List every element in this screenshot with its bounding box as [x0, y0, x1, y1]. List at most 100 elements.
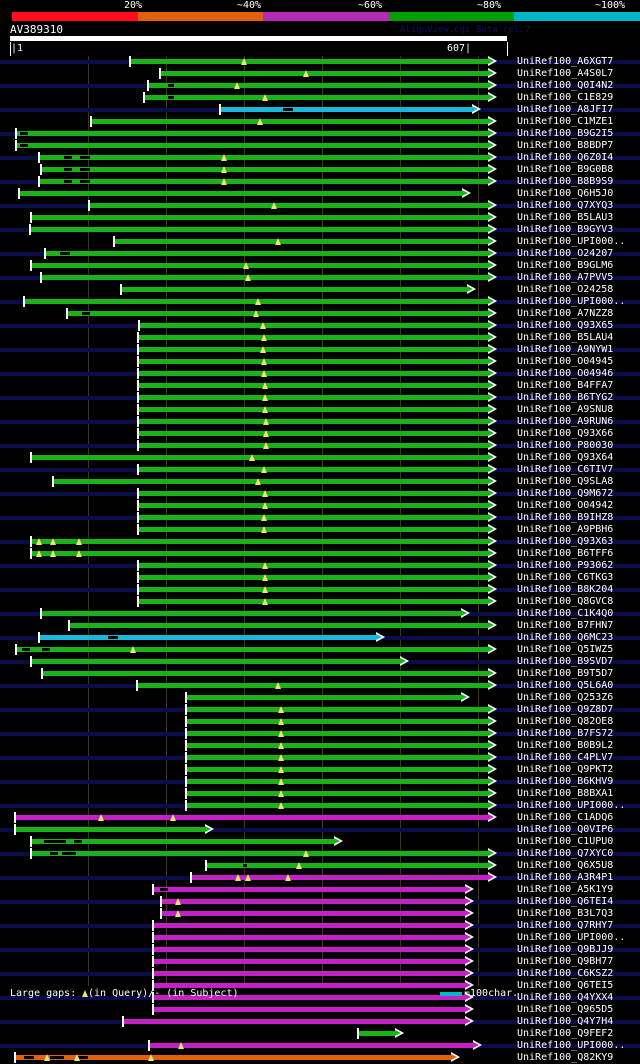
- table-row[interactable]: UniRef100_Q7XYC0: [0, 848, 640, 860]
- alignment-bar[interactable]: [185, 767, 489, 772]
- hit-label[interactable]: UniRef100_Q7XYC0: [517, 848, 614, 859]
- alignment-bar[interactable]: [44, 251, 489, 256]
- alignment-bar[interactable]: [30, 551, 489, 556]
- alignment-bar[interactable]: [14, 827, 206, 832]
- alignment-bar[interactable]: [152, 995, 466, 1000]
- table-row[interactable]: UniRef100_C1UPU0: [0, 836, 640, 848]
- table-row[interactable]: UniRef100_B9T5D7: [0, 668, 640, 680]
- hit-label[interactable]: UniRef100_Q4Y7H4: [517, 1016, 614, 1027]
- alignment-bar[interactable]: [30, 539, 489, 544]
- hit-label[interactable]: UniRef100_C1E829: [517, 92, 614, 103]
- table-row[interactable]: UniRef100_Q4Y7H4: [0, 1016, 640, 1028]
- table-row[interactable]: UniRef100_B9G0B8: [0, 164, 640, 176]
- table-row[interactable]: UniRef100_P80030: [0, 440, 640, 452]
- hit-label[interactable]: UniRef100_Q6TEI5: [517, 980, 614, 991]
- table-row[interactable]: UniRef100_Q93X65: [0, 320, 640, 332]
- hit-label[interactable]: UniRef100_Q0I4N2: [517, 80, 614, 91]
- hit-label[interactable]: UniRef100_B7FHN7: [517, 620, 614, 631]
- alignment-bar[interactable]: [15, 131, 489, 136]
- table-row[interactable]: UniRef100_A8JFI7: [0, 104, 640, 116]
- table-row[interactable]: UniRef100_O24258: [0, 284, 640, 296]
- hit-label[interactable]: UniRef100_B9G2I5: [517, 128, 614, 139]
- hit-label[interactable]: UniRef100_Q965D5: [517, 1004, 614, 1015]
- alignment-bar[interactable]: [137, 515, 489, 520]
- alignment-bar[interactable]: [185, 779, 489, 784]
- table-row[interactable]: UniRef100_B7FHN7: [0, 620, 640, 632]
- table-row[interactable]: UniRef100_Q5IWZ5: [0, 644, 640, 656]
- table-row[interactable]: UniRef100_A7PVV5: [0, 272, 640, 284]
- hit-label[interactable]: UniRef100_Q9PKT2: [517, 764, 614, 775]
- alignment-bar[interactable]: [137, 443, 489, 448]
- table-row[interactable]: UniRef100_UPI000..: [0, 800, 640, 812]
- hit-label[interactable]: UniRef100_A9NYW1: [517, 344, 614, 355]
- alignment-bar[interactable]: [90, 119, 489, 124]
- alignment-bar[interactable]: [152, 983, 466, 988]
- alignment-bar[interactable]: [15, 647, 489, 652]
- hit-label[interactable]: UniRef100_Q4YXX4: [517, 992, 614, 1003]
- table-row[interactable]: UniRef100_A3R4P1: [0, 872, 640, 884]
- hit-label[interactable]: UniRef100_Q9BJJ9: [517, 944, 614, 955]
- alignment-bar[interactable]: [152, 887, 466, 892]
- hit-label[interactable]: UniRef100_Q93X63: [517, 536, 614, 547]
- hit-label[interactable]: UniRef100_O24258: [517, 284, 614, 295]
- hit-label[interactable]: UniRef100_Q9M672: [517, 488, 614, 499]
- hit-label[interactable]: UniRef100_Q93X64: [517, 452, 614, 463]
- hit-label[interactable]: UniRef100_Q9SLA8: [517, 476, 614, 487]
- hit-label[interactable]: UniRef100_O04945: [517, 356, 614, 367]
- hit-label[interactable]: UniRef100_A6XGT7: [517, 56, 614, 67]
- hit-label[interactable]: UniRef100_Q93X65: [517, 320, 614, 331]
- table-row[interactable]: UniRef100_C6TKG3: [0, 572, 640, 584]
- alignment-bar[interactable]: [205, 863, 489, 868]
- hit-label[interactable]: UniRef100_Q8GVC8: [517, 596, 614, 607]
- hit-label[interactable]: UniRef100_B5LAU4: [517, 332, 614, 343]
- hit-label[interactable]: UniRef100_B8K204: [517, 584, 614, 595]
- table-row[interactable]: UniRef100_C1K4Q0: [0, 608, 640, 620]
- alignment-bar[interactable]: [159, 71, 489, 76]
- table-row[interactable]: UniRef100_B9SVD7: [0, 656, 640, 668]
- alignment-bar[interactable]: [185, 707, 489, 712]
- alignment-bar[interactable]: [219, 107, 473, 112]
- alignment-bar[interactable]: [185, 755, 489, 760]
- alignment-bar[interactable]: [137, 407, 489, 412]
- hit-label[interactable]: UniRef100_P93062: [517, 560, 614, 571]
- alignment-bar[interactable]: [148, 1043, 474, 1048]
- hit-label[interactable]: UniRef100_B0B9L2: [517, 740, 614, 751]
- table-row[interactable]: UniRef100_A9NYW1: [0, 344, 640, 356]
- alignment-bar[interactable]: [18, 191, 463, 196]
- table-row[interactable]: UniRef100_O04946: [0, 368, 640, 380]
- hit-label[interactable]: UniRef100_C4PLV7: [517, 752, 614, 763]
- table-row[interactable]: UniRef100_Q93X63: [0, 536, 640, 548]
- alignment-bar[interactable]: [30, 839, 335, 844]
- alignment-bar[interactable]: [137, 587, 489, 592]
- table-row[interactable]: UniRef100_B4FFA7: [0, 380, 640, 392]
- alignment-bar[interactable]: [152, 935, 466, 940]
- table-row[interactable]: UniRef100_UPI000..: [0, 1040, 640, 1052]
- table-row[interactable]: UniRef100_B9GYV3: [0, 224, 640, 236]
- hit-label[interactable]: UniRef100_A9SNU8: [517, 404, 614, 415]
- alignment-bar[interactable]: [137, 383, 489, 388]
- alignment-bar[interactable]: [137, 347, 489, 352]
- hit-label[interactable]: UniRef100_B6TYG2: [517, 392, 614, 403]
- alignment-bar[interactable]: [30, 263, 489, 268]
- table-row[interactable]: UniRef100_Q93X64: [0, 452, 640, 464]
- table-row[interactable]: UniRef100_B8K204: [0, 584, 640, 596]
- table-row[interactable]: UniRef100_B8BXA1: [0, 788, 640, 800]
- alignment-bar[interactable]: [30, 455, 489, 460]
- alignment-bar[interactable]: [152, 923, 466, 928]
- hit-label[interactable]: UniRef100_B9T5D7: [517, 668, 614, 679]
- table-row[interactable]: UniRef100_Q9SLA8: [0, 476, 640, 488]
- alignment-bar[interactable]: [137, 395, 489, 400]
- table-row[interactable]: UniRef100_A9RUN6: [0, 416, 640, 428]
- alignment-bar[interactable]: [29, 227, 489, 232]
- hit-label[interactable]: UniRef100_Q6TEI4: [517, 896, 614, 907]
- hit-label[interactable]: UniRef100_B9GLM6: [517, 260, 614, 271]
- alignment-bar[interactable]: [137, 599, 489, 604]
- table-row[interactable]: UniRef100_A9PBH6: [0, 524, 640, 536]
- hit-label[interactable]: UniRef100_O24207: [517, 248, 614, 259]
- hit-label[interactable]: UniRef100_UPI000..: [517, 296, 626, 307]
- hit-label[interactable]: UniRef100_B3L7Q3: [517, 908, 614, 919]
- table-row[interactable]: UniRef100_Q5L6A0: [0, 680, 640, 692]
- hit-label[interactable]: UniRef100_B4FFA7: [517, 380, 614, 391]
- table-row[interactable]: UniRef100_C6KSZ2: [0, 968, 640, 980]
- table-row[interactable]: UniRef100_O24207: [0, 248, 640, 260]
